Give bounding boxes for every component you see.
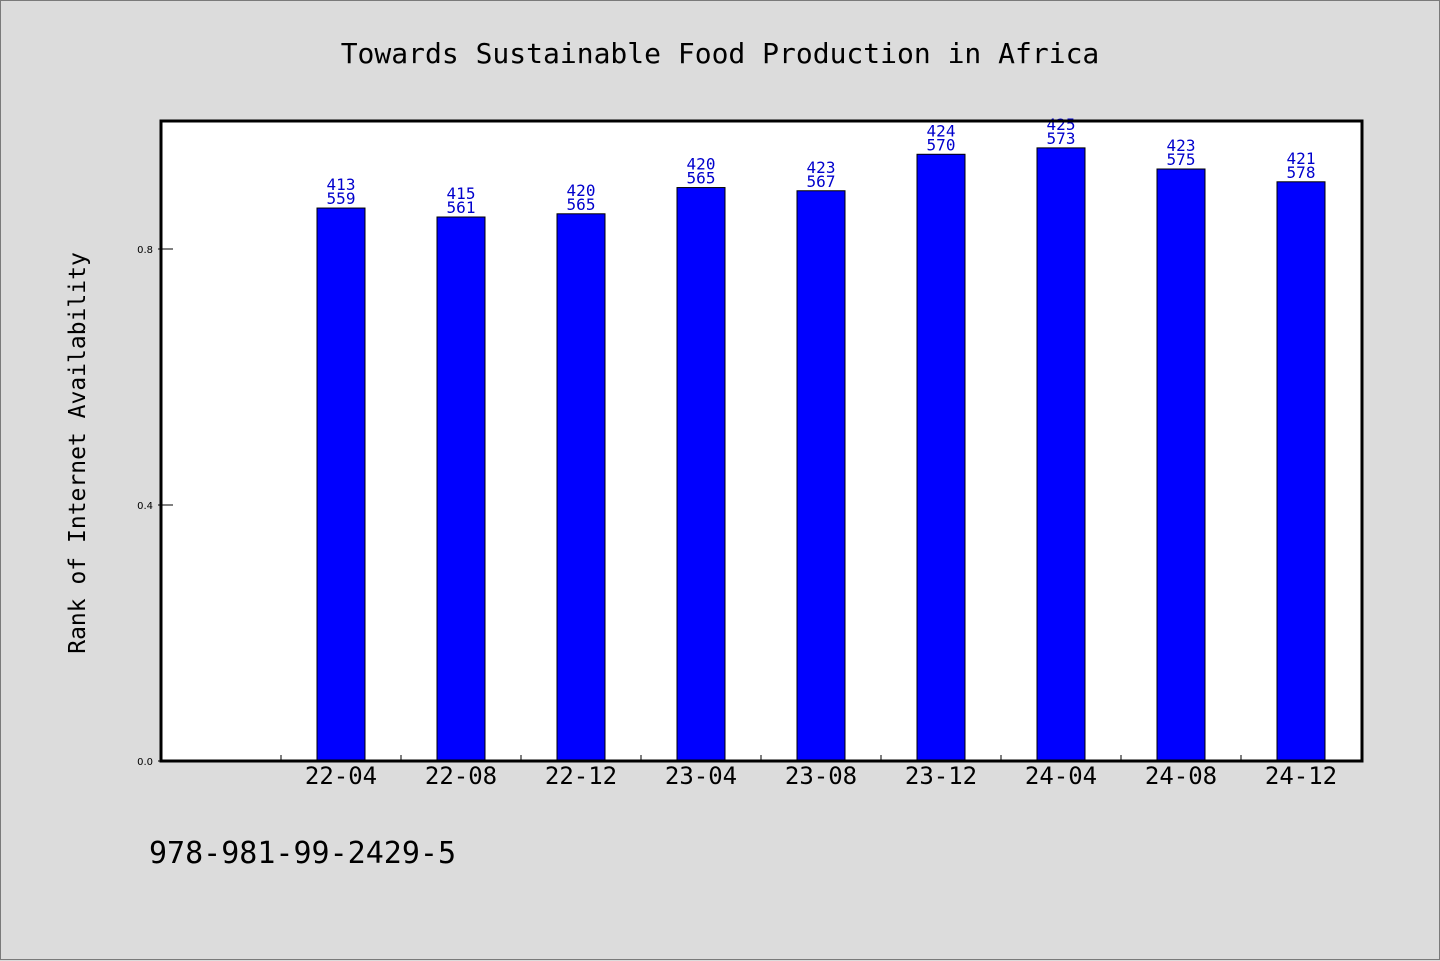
bar	[1156, 168, 1206, 762]
data-label: 565	[567, 195, 596, 214]
plot-border	[159, 119, 1364, 763]
data-label: 420	[567, 181, 596, 200]
y-tick-label: 0.4	[137, 501, 153, 512]
x-tick-label: 24-08	[1145, 762, 1217, 790]
data-label: 559	[327, 189, 356, 208]
data-label: 423	[807, 158, 836, 177]
bar	[916, 153, 966, 762]
x-tick-label: 23-12	[905, 762, 977, 790]
y-tick-label: 0.0	[137, 757, 153, 768]
chart-title: Towards Sustainable Food Production in A…	[341, 37, 1100, 70]
data-label: 415	[447, 184, 476, 203]
x-tick-label: 24-04	[1025, 762, 1097, 790]
x-axis-ticks: 22-04 22-08 22-12 23-04 23-08 23-12 24-04 24-08…	[280, 755, 1337, 790]
data-label: 570	[927, 135, 956, 154]
y-axis-label: Rank of Internet Availability	[65, 252, 91, 654]
data-label: 424	[927, 121, 956, 140]
data-label: 561	[447, 198, 476, 217]
data-label: 575	[1167, 150, 1196, 169]
footer-isbn: 978-981-99-2429-5	[149, 836, 456, 871]
x-tick-label: 22-04	[305, 762, 377, 790]
data-label: 565	[687, 169, 716, 188]
y-tick-label: 0.8	[137, 245, 153, 256]
bar	[556, 213, 606, 762]
x-tick-label: 24-12	[1265, 762, 1337, 790]
data-label: 420	[687, 155, 716, 174]
data-label: 421	[1287, 149, 1316, 168]
bar	[796, 190, 846, 762]
data-label: 573	[1047, 129, 1076, 148]
x-tick-label: 23-04	[665, 762, 737, 790]
data-label: 567	[807, 172, 836, 191]
x-tick-label: 22-12	[545, 762, 617, 790]
data-label: 423	[1167, 136, 1196, 155]
bar	[1276, 181, 1326, 762]
bar	[676, 187, 726, 762]
data-label: 578	[1287, 163, 1316, 182]
bar	[1036, 147, 1086, 762]
bar	[436, 216, 486, 762]
data-label: 413	[327, 175, 356, 194]
x-tick-label: 22-08	[425, 762, 497, 790]
bar	[316, 207, 366, 762]
x-tick-label: 23-08	[785, 762, 857, 790]
